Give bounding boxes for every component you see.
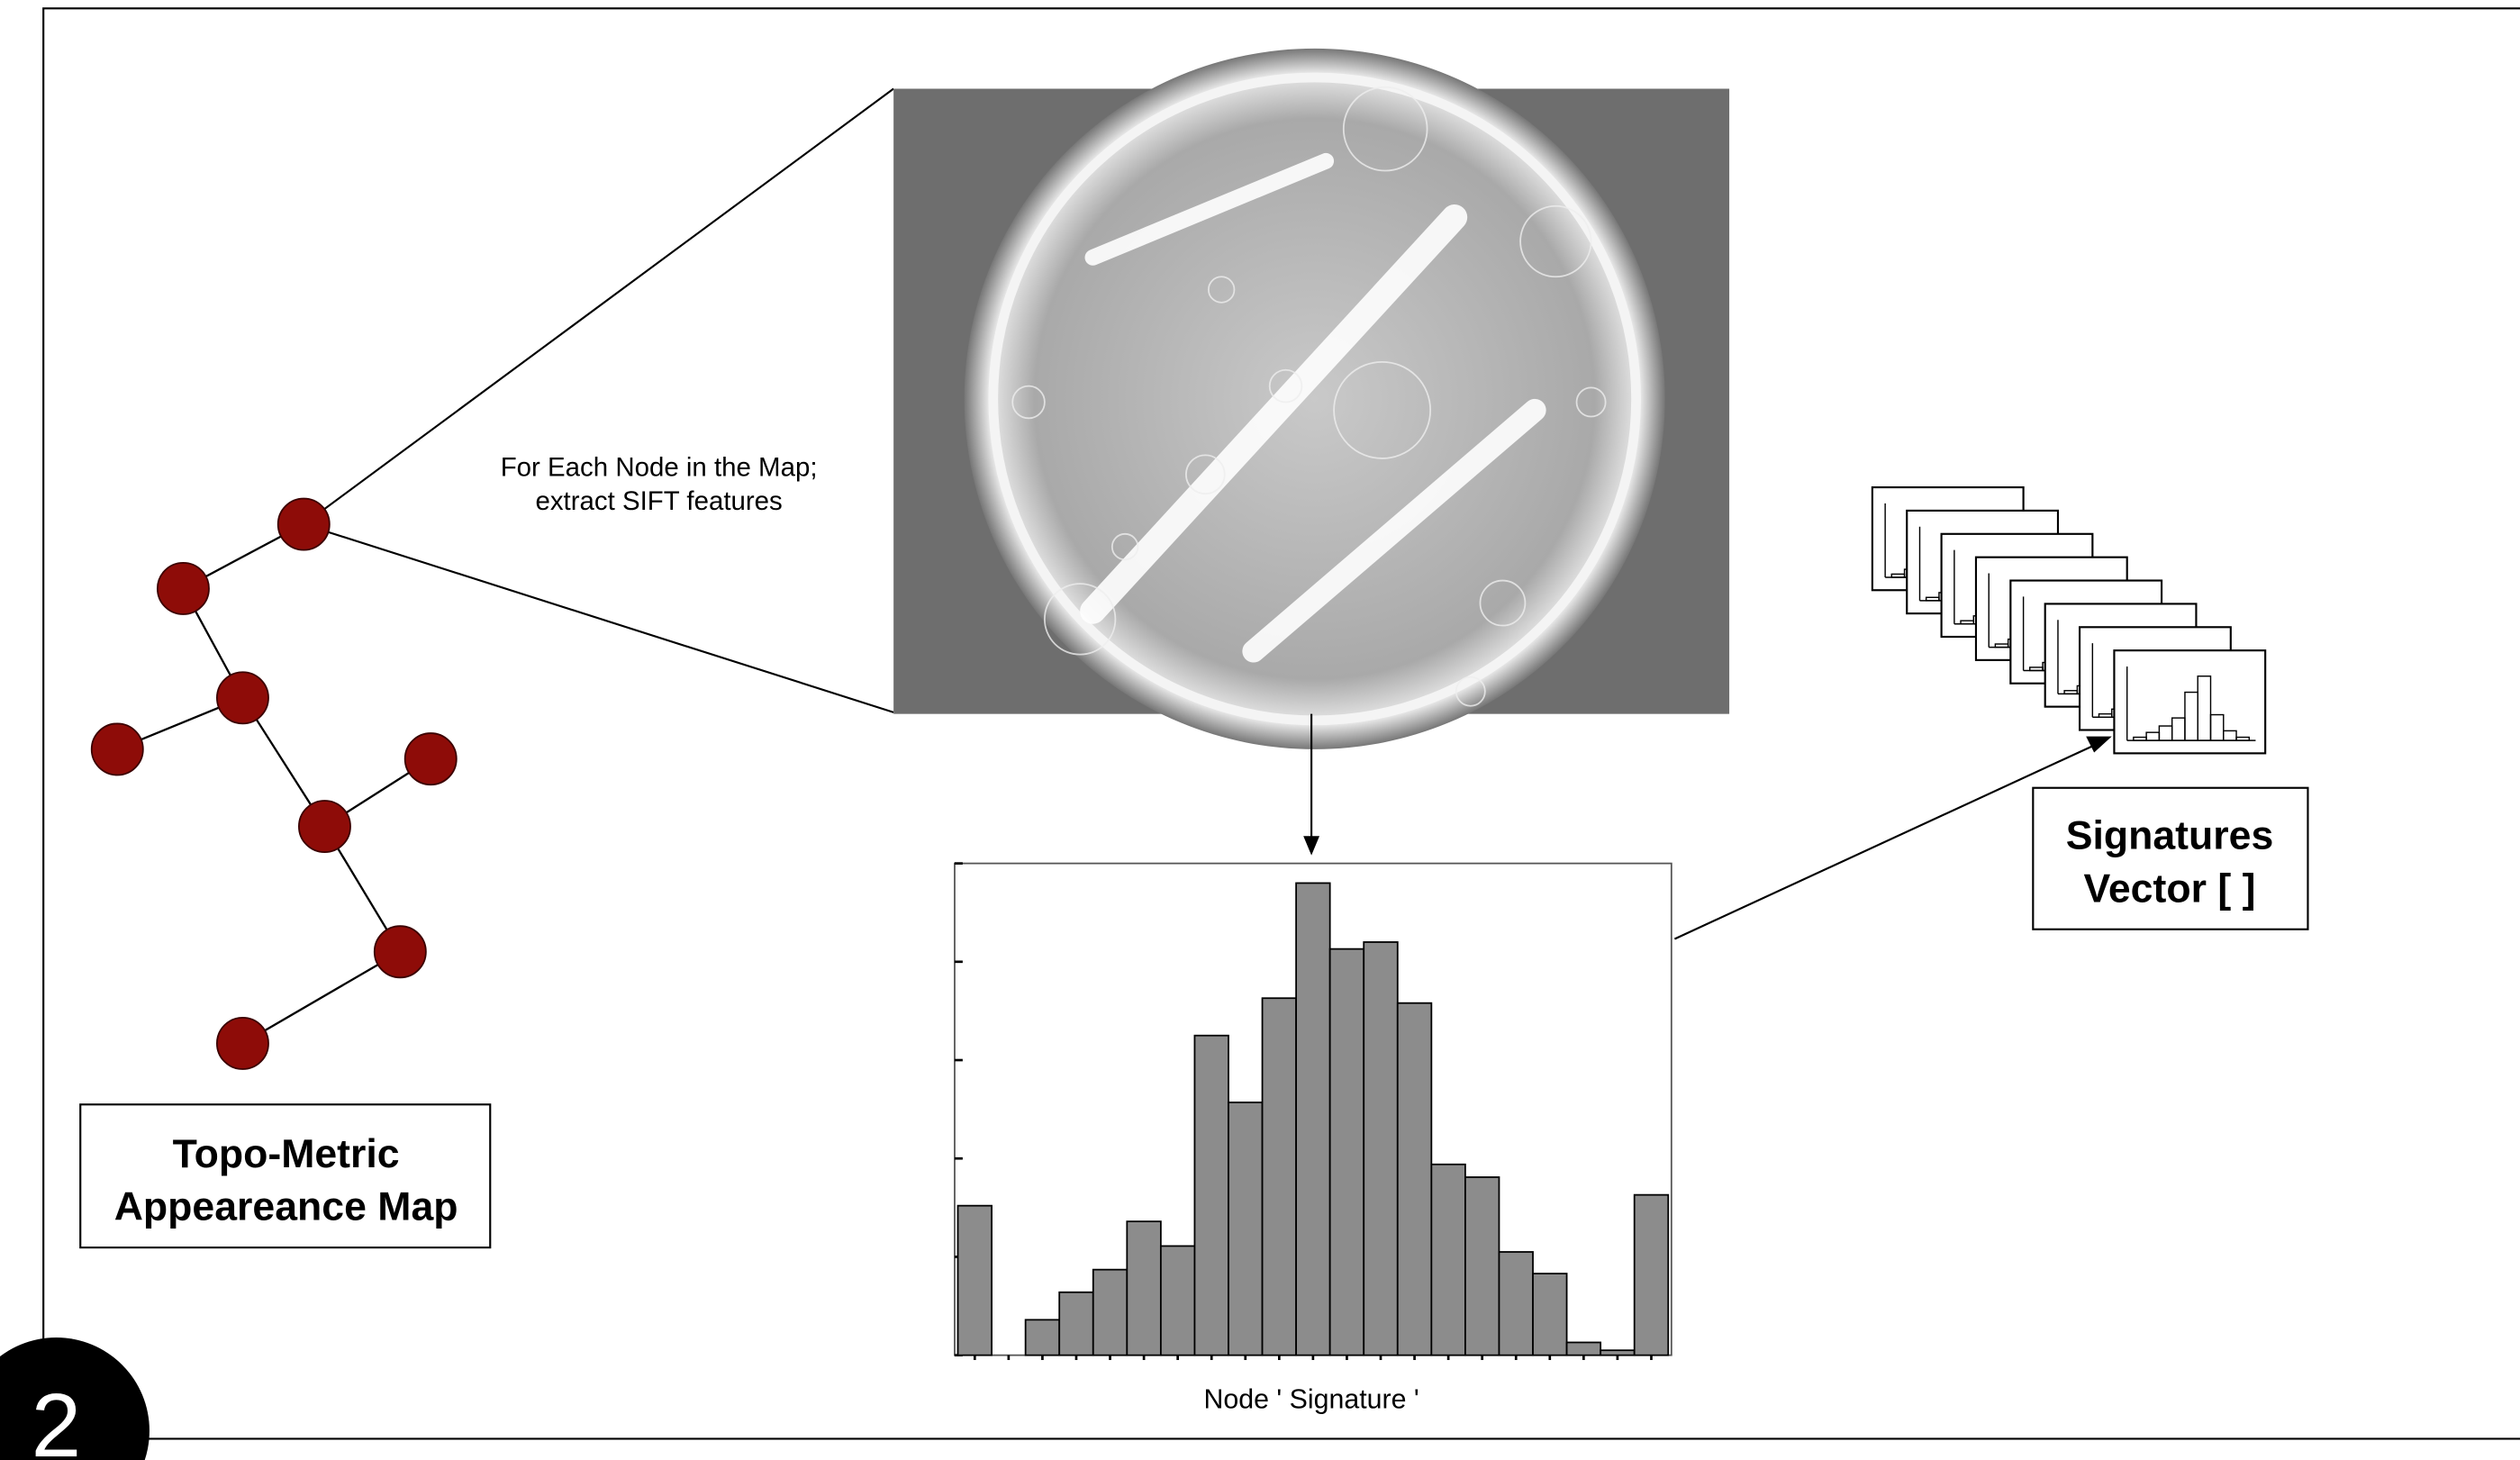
step-badge [0, 1338, 150, 1460]
signatures-label: Vector [ ] [2084, 866, 2256, 911]
bar [1328, 948, 1365, 1356]
histogram [954, 862, 1670, 1360]
zoom-line [303, 87, 894, 525]
bar [1600, 1349, 1636, 1356]
zoom-line [303, 523, 894, 713]
label-box [79, 1103, 492, 1249]
bar [1532, 1273, 1568, 1356]
bar [1396, 1002, 1433, 1356]
signature-bar [2235, 736, 2251, 741]
signature-stack [1871, 485, 2267, 755]
arrow-head [2086, 736, 2112, 753]
bar [1159, 1245, 1196, 1356]
signature-card [2113, 649, 2267, 755]
bar [1058, 1291, 1094, 1356]
bar [1261, 997, 1297, 1356]
map-label: Appeareance Map [114, 1185, 458, 1229]
bar [1565, 1341, 1602, 1356]
caption: For Each Node in the Map; [501, 453, 818, 483]
signature-bar [2223, 730, 2237, 741]
graph-nodes [90, 497, 458, 1070]
signature-bar [2209, 713, 2225, 741]
bar [1024, 1319, 1061, 1356]
signature-bar [2197, 676, 2212, 741]
bar [1498, 1251, 1534, 1356]
map-label: Topo-Metric [173, 1132, 400, 1176]
step-number: 2 [32, 1376, 82, 1460]
label-box [2032, 786, 2309, 930]
caption: extract SIFT features [535, 486, 782, 516]
bar [1633, 1193, 1670, 1356]
sift-image [893, 48, 1730, 749]
arrow [1673, 745, 2093, 940]
histogram-label: Node ' Signature ' [1204, 1385, 1419, 1415]
bar [1126, 1220, 1162, 1356]
bar [1363, 941, 1399, 1356]
bar [1228, 1102, 1264, 1356]
bar [1295, 882, 1331, 1356]
arrow-head [1303, 836, 1320, 856]
bar [956, 1204, 993, 1356]
signatures-label: Signatures [2066, 814, 2274, 858]
bar [1193, 1034, 1229, 1356]
bar [1464, 1176, 1500, 1356]
frame [42, 7, 2520, 1440]
bar [1430, 1163, 1466, 1356]
bar [1092, 1268, 1129, 1356]
